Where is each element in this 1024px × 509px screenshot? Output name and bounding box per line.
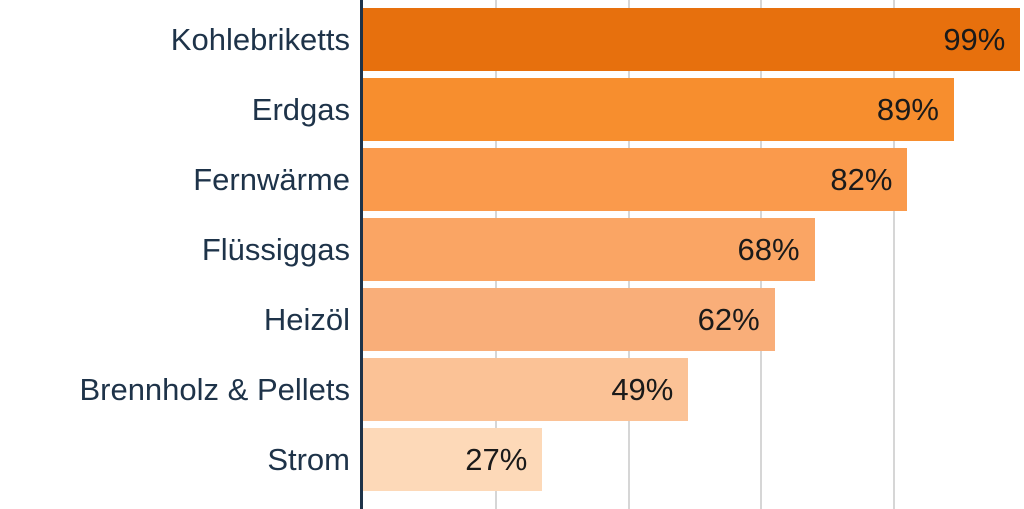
value-label: 62% — [697, 301, 760, 337]
category-label: Kohlebriketts — [170, 22, 350, 57]
value-label: 27% — [465, 441, 528, 477]
bar-row: Erdgas 89% — [0, 78, 1024, 141]
bar: 89% — [363, 78, 954, 141]
bar-row: Strom 27% — [0, 428, 1024, 491]
bar: 82% — [363, 148, 908, 211]
bar: 27% — [363, 428, 543, 491]
value-label: 82% — [830, 161, 893, 197]
bar-row: Kohlebriketts 99% — [0, 8, 1024, 71]
category-label: Erdgas — [251, 92, 350, 127]
bar: 62% — [363, 288, 775, 351]
category-label: Strom — [267, 442, 350, 477]
bar-row: Brennholz & Pellets 49% — [0, 358, 1024, 421]
category-label: Heizöl — [263, 302, 350, 337]
value-label: 68% — [737, 231, 800, 267]
bar-row: Heizöl 62% — [0, 288, 1024, 351]
bar-row: Flüssiggas 68% — [0, 218, 1024, 281]
gridline — [893, 0, 896, 509]
bar: 49% — [363, 358, 689, 421]
value-label: 99% — [943, 21, 1006, 57]
bar-row: Fernwärme 82% — [0, 148, 1024, 211]
category-label: Fernwärme — [193, 162, 350, 197]
y-axis-line — [360, 0, 363, 509]
bar: 99% — [363, 8, 1021, 71]
value-label: 89% — [876, 91, 939, 127]
value-label: 49% — [611, 371, 674, 407]
category-label: Flüssiggas — [201, 232, 350, 267]
category-label: Brennholz & Pellets — [79, 372, 350, 407]
bar: 68% — [363, 218, 815, 281]
